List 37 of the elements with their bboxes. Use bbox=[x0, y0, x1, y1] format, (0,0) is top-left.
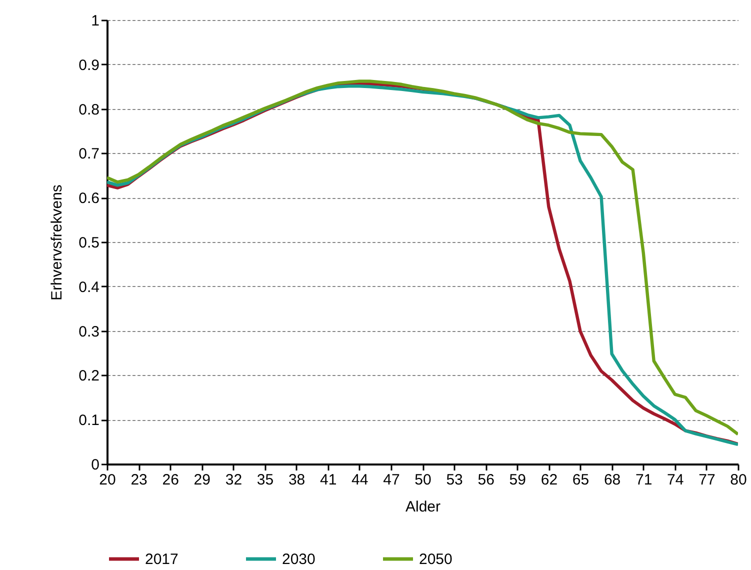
x-tick-label: 35 bbox=[256, 472, 274, 488]
y-tick-label: 0.7 bbox=[78, 146, 100, 163]
x-tick-label: 56 bbox=[478, 472, 494, 488]
x-tick-label: 38 bbox=[288, 472, 306, 488]
y-tick-label: 0.9 bbox=[78, 56, 100, 74]
x-tick-label: 44 bbox=[352, 472, 368, 488]
y-tick-label: 0 bbox=[91, 456, 100, 474]
y-tick-label: 0.3 bbox=[78, 323, 100, 340]
x-tick-label: 59 bbox=[509, 472, 526, 488]
x-tick-label: 80 bbox=[730, 472, 747, 488]
x-tick-label: 62 bbox=[540, 472, 558, 488]
y-tick-label: 0.1 bbox=[78, 412, 100, 430]
legend-label: 2030 bbox=[282, 551, 316, 568]
x-tick-label: 32 bbox=[225, 472, 242, 488]
y-tick-label: 1 bbox=[91, 12, 100, 30]
x-axis-title: Alder bbox=[405, 498, 441, 516]
y-tick-label: 0.4 bbox=[78, 278, 100, 296]
x-tick-label: 26 bbox=[162, 472, 179, 488]
legend-label: 2017 bbox=[145, 551, 178, 568]
x-tick-label: 29 bbox=[194, 472, 210, 488]
y-tick-label: 0.5 bbox=[78, 234, 100, 252]
legend-label: 2050 bbox=[419, 551, 452, 568]
x-tick-label: 68 bbox=[604, 472, 621, 488]
y-tick-label: 0.2 bbox=[78, 368, 100, 385]
x-tick-label: 65 bbox=[572, 472, 590, 488]
x-tick-label: 50 bbox=[414, 472, 432, 488]
x-tick-label: 53 bbox=[446, 472, 463, 488]
y-axis-title: Erhvervsfrekvens bbox=[48, 184, 66, 300]
x-tick-label: 71 bbox=[636, 472, 652, 488]
x-tick-label: 74 bbox=[667, 472, 684, 488]
x-tick-label: 77 bbox=[698, 472, 716, 488]
x-tick-label: 20 bbox=[99, 472, 116, 488]
y-tick-label: 0.6 bbox=[78, 190, 100, 208]
x-tick-label: 47 bbox=[383, 472, 400, 488]
y-tick-label: 0.8 bbox=[78, 101, 100, 118]
x-tick-label: 41 bbox=[320, 472, 337, 488]
x-tick-label: 23 bbox=[130, 472, 148, 488]
